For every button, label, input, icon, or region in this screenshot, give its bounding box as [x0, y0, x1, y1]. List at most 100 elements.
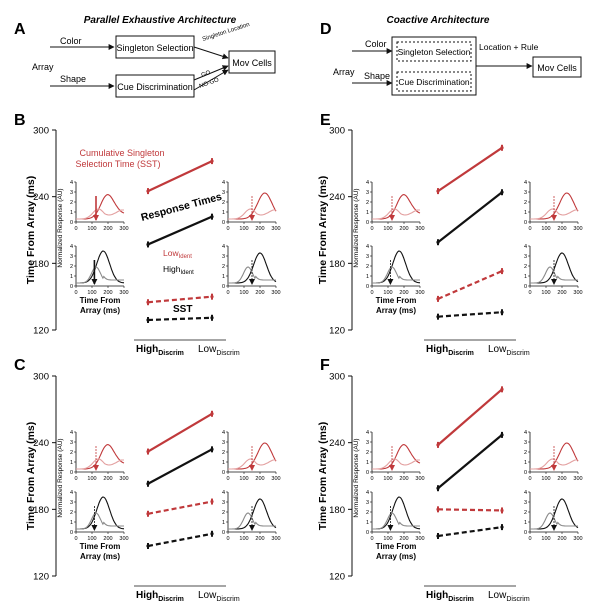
inset-y-tick-label: 3 — [70, 440, 73, 446]
panel-letter: E — [320, 112, 331, 129]
inset-y-tick-label: 3 — [222, 500, 225, 506]
sst-annotation-line1: Cumulative Singleton — [79, 148, 164, 158]
inset-y-tick-label: 1 — [366, 460, 369, 466]
inset-x-tick-label: 0 — [74, 226, 77, 232]
inset-curve — [372, 496, 421, 530]
inset-y-tick-label: 2 — [222, 510, 225, 516]
inset-y-tick-label: 2 — [366, 264, 369, 270]
inset-x-tick-label: 300 — [271, 290, 280, 296]
inset-x-axis-label: Time From — [376, 542, 417, 551]
inset-y-tick-label: 4 — [524, 490, 527, 496]
inset-y-tick-label: 0 — [222, 284, 225, 290]
array-label: Array — [333, 67, 355, 77]
go-label: GO — [201, 70, 212, 79]
data-point — [146, 544, 150, 548]
series-line — [147, 295, 213, 304]
inset-x-tick-label: 100 — [239, 226, 248, 232]
y-tick-label: 120 — [329, 326, 345, 337]
sst-marker-arrow — [249, 525, 255, 531]
inset-x-tick-label: 300 — [119, 476, 128, 482]
inset-y-tick-label: 2 — [70, 200, 73, 206]
inset-y-tick-label: 3 — [366, 500, 369, 506]
x-category-low: LowDiscrim — [198, 344, 240, 357]
y-tick-label: 180 — [33, 505, 49, 516]
inset-curve — [76, 194, 125, 220]
color-label: Color — [60, 36, 82, 46]
inset-y-tick-label: 0 — [222, 470, 225, 476]
sst-marker-arrow — [93, 215, 99, 221]
inset-x-tick-label: 300 — [271, 226, 280, 232]
data-point — [210, 295, 214, 299]
inset-x-tick-label: 200 — [255, 290, 264, 296]
inset-x-tick-label: 100 — [87, 536, 96, 542]
mov-cells-box — [532, 56, 582, 78]
sst-marker-arrow — [389, 215, 395, 221]
inset-y-tick-label: 0 — [366, 220, 369, 226]
inset-x-tick-label: 200 — [255, 536, 264, 542]
series-line — [437, 434, 503, 490]
sst-marker-arrow — [387, 279, 394, 285]
inset-y-tick-label: 2 — [524, 264, 527, 270]
inset-y-tick-label: 3 — [222, 190, 225, 196]
inset-curve — [76, 266, 124, 284]
inset-y-tick-label: 0 — [70, 284, 73, 290]
inset-y-tick-label: 0 — [524, 220, 527, 226]
inset-x-tick-label: 0 — [370, 226, 373, 232]
inset-x-tick-label: 200 — [557, 476, 566, 482]
inset-x-axis-label: Array (ms) — [376, 552, 416, 561]
data-point — [500, 310, 504, 314]
data-point — [436, 507, 440, 511]
inset-y-tick-label: 2 — [222, 200, 225, 206]
sst-marker-arrow — [93, 465, 99, 471]
inset-y-tick-label: 1 — [366, 520, 369, 526]
inset-y-tick-label: 2 — [222, 264, 225, 270]
inset-x-tick-label: 300 — [573, 536, 582, 542]
data-point — [146, 512, 150, 516]
inset-y-tick-label: 1 — [70, 210, 73, 216]
mov-cells-box — [228, 50, 276, 74]
series-line — [437, 508, 503, 512]
series-line — [147, 412, 213, 453]
inset-y-tick-label: 3 — [366, 190, 369, 196]
inset-y-tick-label: 3 — [524, 440, 527, 446]
sst-marker-arrow — [249, 279, 255, 285]
mov-cells-label: Mov Cells — [232, 58, 272, 68]
y-tick-label: 120 — [329, 572, 345, 583]
inset-y-tick-label: 3 — [70, 190, 73, 196]
inset-y-tick-label: 2 — [524, 510, 527, 516]
inset-y-tick-label: 3 — [70, 254, 73, 260]
data-point — [500, 269, 504, 273]
inset-x-tick-label: 0 — [528, 290, 531, 296]
cue-discrimination-label: Cue Discrimination — [117, 82, 193, 92]
inset-y-tick-label: 1 — [70, 520, 73, 526]
inset-y-tick-label: 2 — [524, 450, 527, 456]
inset-x-axis-label: Time From — [80, 542, 121, 551]
inset-y-tick-label: 4 — [222, 430, 225, 436]
y-tick-label: 180 — [33, 259, 49, 270]
inset-y-tick-label: 3 — [366, 254, 369, 260]
shape-label: Shape — [60, 74, 86, 84]
inset-x-tick-label: 100 — [383, 290, 392, 296]
inset-y-tick-label: 4 — [524, 430, 527, 436]
inset-x-tick-label: 100 — [541, 290, 550, 296]
chart-marks — [146, 158, 214, 323]
series-line — [437, 311, 503, 318]
inset-x-tick-label: 0 — [226, 226, 229, 232]
data-point — [210, 215, 214, 219]
inset-x-tick-label: 100 — [383, 536, 392, 542]
inset-x-tick-label: 0 — [528, 476, 531, 482]
low-ident-legend: LowIdent — [163, 248, 192, 260]
inset-y-tick-label: 1 — [222, 520, 225, 526]
data-point — [146, 189, 150, 193]
sst-marker-arrow — [249, 215, 255, 221]
y-axis-label: Time From Array (ms) — [25, 422, 37, 531]
singleton-selection-label: Singleton Selection — [398, 47, 471, 57]
inset-curve — [372, 194, 421, 220]
inset-y-tick-label: 0 — [366, 530, 369, 536]
inset-curve — [76, 458, 124, 470]
y-tick-label: 240 — [329, 192, 345, 203]
inset-y-tick-label: 2 — [222, 450, 225, 456]
inset-curve — [372, 444, 421, 470]
data-point — [146, 318, 150, 322]
